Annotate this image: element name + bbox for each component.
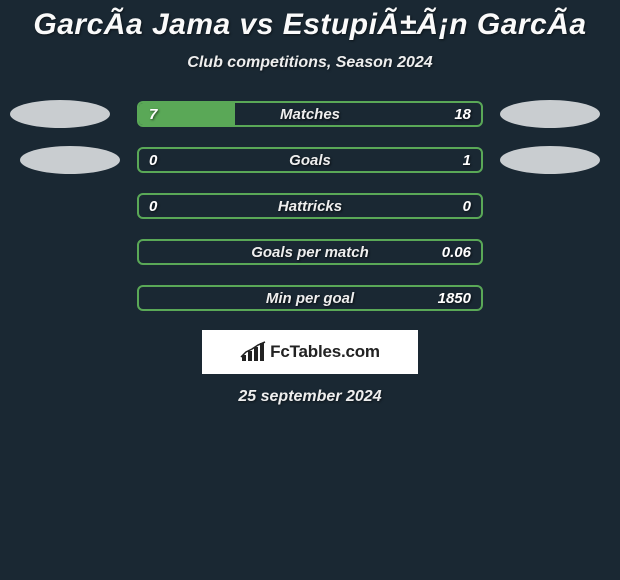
subtitle: Club competitions, Season 2024 <box>0 54 620 72</box>
date-label: 25 september 2024 <box>0 388 620 406</box>
stat-label: Goals <box>289 152 331 169</box>
stat-value-right: 1850 <box>438 290 471 307</box>
brand-inner: FcTables.com <box>240 341 380 363</box>
stat-bar: 7 Matches 18 <box>137 101 483 127</box>
stat-value-right: 1 <box>463 152 471 169</box>
bar-chart-icon <box>240 341 266 363</box>
brand-text: FcTables.com <box>270 342 380 362</box>
stat-value-right: 0 <box>463 198 471 215</box>
comparison-card: GarcÃ­a Jama vs EstupiÃ±Ã¡n GarcÃ­a Club… <box>0 0 620 406</box>
player-left-marker <box>10 100 110 128</box>
stat-row: 0 Hattricks 0 <box>0 192 620 220</box>
stat-value-left: 7 <box>149 106 157 123</box>
stat-label: Hattricks <box>278 198 342 215</box>
player-left-marker <box>20 146 120 174</box>
stat-value-left: 0 <box>149 152 157 169</box>
stat-label: Min per goal <box>266 290 354 307</box>
stat-bar: 0 Hattricks 0 <box>137 193 483 219</box>
stat-value-right: 18 <box>454 106 471 123</box>
brand-box: FcTables.com <box>202 330 418 374</box>
page-title: GarcÃ­a Jama vs EstupiÃ±Ã¡n GarcÃ­a <box>0 8 620 42</box>
stat-value-right: 0.06 <box>442 244 471 261</box>
player-right-marker <box>500 146 600 174</box>
stat-label: Matches <box>280 106 340 123</box>
stat-bar: Min per goal 1850 <box>137 285 483 311</box>
stat-bar: 0 Goals 1 <box>137 147 483 173</box>
stat-row: 0 Goals 1 <box>0 146 620 174</box>
stats-list: 7 Matches 18 0 Goals 1 0 Hattricks 0 Goals per ma… <box>0 100 620 312</box>
stat-label: Goals per match <box>251 244 369 261</box>
player-right-marker <box>500 100 600 128</box>
stat-value-left: 0 <box>149 198 157 215</box>
stat-row: 7 Matches 18 <box>0 100 620 128</box>
stat-bar: Goals per match 0.06 <box>137 239 483 265</box>
stat-row: Min per goal 1850 <box>0 284 620 312</box>
stat-row: Goals per match 0.06 <box>0 238 620 266</box>
